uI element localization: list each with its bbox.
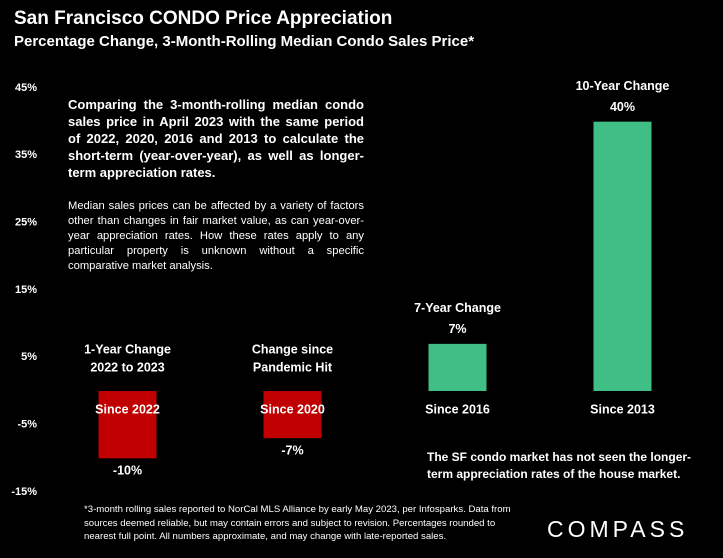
bar [593,121,652,392]
bar-header: 2022 to 2023 [90,360,164,374]
bar [98,391,157,459]
bar-header: 10-Year Change [576,79,670,93]
y-tick-label: 35% [15,149,37,161]
footnote: *3-month rolling sales reported to NorCa… [84,504,511,542]
bar-header: 1-Year Change [84,342,171,356]
y-tick-label: 25% [15,217,37,229]
y-tick-label: 5% [21,351,37,363]
note-secondary: Median sales prices can be affected by a… [68,200,364,272]
value-label: 7% [448,322,466,336]
bar [263,391,322,439]
y-tick-label: 15% [15,284,37,296]
value-label: 40% [610,100,635,114]
bar-header: Change since [252,342,333,356]
y-tick-label: -5% [17,419,37,431]
value-label: -10% [113,464,142,478]
bar-header: Pandemic Hit [253,360,333,374]
x-tick-label: Since 2013 [590,402,655,416]
brand-logo: COMPASS [547,516,689,542]
y-tick-label: 45% [15,82,37,94]
bar-header: 7-Year Change [414,301,501,315]
value-label: -7% [281,443,303,457]
chart-title: San Francisco CONDO Price Appreciation [14,8,393,29]
chart-subtitle: Percentage Change, 3-Month-Rolling Media… [14,33,475,50]
bar [428,343,487,391]
y-tick-label: -15% [11,486,37,498]
x-tick-label: Since 2016 [425,402,490,416]
x-tick-label: Since 2020 [260,402,325,416]
x-tick-label: Since 2022 [95,402,160,416]
note-main: Comparing the 3-month-rolling median con… [68,97,364,180]
comparison-note: The SF condo market has not seen the lon… [427,450,692,481]
